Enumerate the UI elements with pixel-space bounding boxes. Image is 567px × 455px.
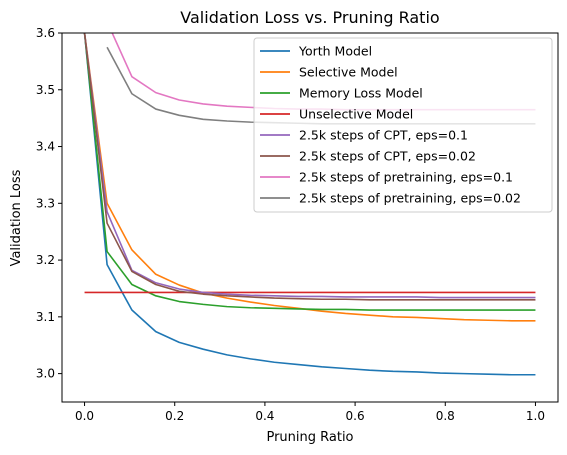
legend-label: Memory Loss Model xyxy=(299,86,423,101)
y-tick-label: 3.2 xyxy=(36,253,55,267)
x-tick-label: 1.0 xyxy=(526,409,545,423)
x-axis-title: Pruning Ratio xyxy=(266,430,353,445)
y-tick-label: 3.5 xyxy=(36,83,55,97)
legend-label: Yorth Model xyxy=(298,44,372,59)
y-axis-title: Validation Loss xyxy=(9,169,24,266)
y-tick-label: 3.0 xyxy=(36,367,55,381)
x-tick-label: 0.0 xyxy=(75,409,94,423)
x-tick-label: 0.8 xyxy=(436,409,455,423)
legend-label: Selective Model xyxy=(299,65,398,80)
y-tick-label: 3.4 xyxy=(36,140,55,154)
legend-label: 2.5k steps of pretraining, eps=0.1 xyxy=(299,170,513,185)
legend-label: 2.5k steps of CPT, eps=0.02 xyxy=(299,149,476,164)
chart-title: Validation Loss vs. Pruning Ratio xyxy=(180,8,439,27)
x-tick-label: 0.2 xyxy=(165,409,184,423)
legend-label: 2.5k steps of CPT, eps=0.1 xyxy=(299,128,468,143)
x-tick-label: 0.6 xyxy=(346,409,365,423)
y-tick-label: 3.6 xyxy=(36,26,55,40)
legend-label: Unselective Model xyxy=(299,107,413,122)
y-tick-label: 3.3 xyxy=(36,196,55,210)
legend-label: 2.5k steps of pretraining, eps=0.02 xyxy=(299,191,521,206)
legend: Yorth Model Selective Model Memory Loss Mo… xyxy=(254,38,552,212)
y-tick-label: 3.1 xyxy=(36,310,55,324)
x-tick-label: 0.4 xyxy=(255,409,274,423)
